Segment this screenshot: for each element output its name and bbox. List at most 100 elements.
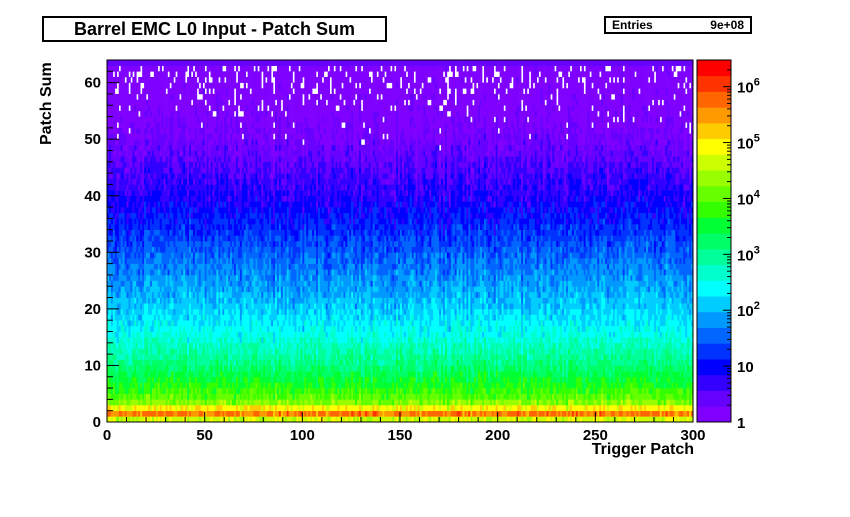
heatmap-cell (171, 410, 174, 417)
heatmap-cell (120, 76, 123, 83)
heatmap-cell (108, 303, 112, 310)
heatmap-cell (159, 60, 162, 66)
heatmap-cell (192, 297, 196, 304)
heatmap-cell (243, 252, 246, 259)
heatmap-cell (132, 184, 135, 191)
heatmap-cell (232, 342, 235, 349)
heatmap-cell (212, 82, 215, 89)
heatmap-cell (235, 144, 239, 151)
heatmap-cell (257, 241, 260, 247)
heatmap-cell (245, 156, 248, 163)
heatmap-cell (212, 218, 215, 225)
heatmap-cell (149, 93, 153, 100)
heatmap-cell (175, 303, 178, 310)
heatmap-cell (196, 263, 200, 270)
heatmap-cell (216, 325, 219, 332)
heatmap-cell (243, 314, 246, 321)
heatmap-cell (112, 241, 116, 247)
heatmap-cell (198, 410, 202, 417)
heatmap-cell (235, 337, 239, 344)
heatmap-cell (155, 161, 159, 168)
heatmap-cell (130, 82, 133, 89)
heatmap-cell (140, 388, 143, 395)
heatmap-cell (206, 201, 209, 208)
heatmap-cell (200, 382, 204, 389)
heatmap-cell (110, 416, 114, 423)
heatmap-cell (218, 314, 221, 321)
heatmap-cell (257, 218, 260, 225)
heatmap-cell (257, 93, 260, 100)
heatmap-cell (208, 212, 211, 219)
heatmap-cell (179, 173, 182, 180)
heatmap-cell (198, 291, 202, 298)
heatmap-cell (222, 167, 225, 174)
heatmap-cell (177, 325, 180, 332)
heatmap-cell (218, 212, 221, 219)
heatmap-cell (132, 388, 135, 395)
heatmap-cell (142, 184, 145, 191)
heatmap-cell (218, 371, 221, 378)
heatmap-cell (124, 201, 127, 208)
heatmap-cell (198, 405, 202, 411)
heatmap-cell (149, 178, 153, 185)
heatmap-cell (173, 156, 176, 163)
heatmap-cell (181, 314, 184, 321)
heatmap-cell (163, 241, 166, 247)
heatmap-cell (202, 150, 205, 157)
heatmap-cell (214, 405, 217, 411)
heatmap-cell (114, 229, 118, 236)
heatmap-cell (261, 241, 264, 247)
heatmap-cell (142, 331, 145, 338)
heatmap-cell (136, 150, 139, 157)
heatmap-cell (187, 257, 190, 264)
heatmap-cell (108, 308, 112, 315)
heatmap-cell (233, 167, 237, 174)
heatmap-cell (241, 303, 245, 310)
heatmap-cell (235, 235, 239, 242)
heatmap-cell (228, 241, 231, 247)
heatmap-cell (253, 354, 256, 361)
heatmap-cell (247, 229, 250, 236)
heatmap-cell (136, 167, 139, 174)
heatmap-cell (149, 144, 153, 151)
heatmap-cell (228, 263, 231, 270)
heatmap-cell (108, 348, 112, 355)
heatmap-cell (183, 320, 186, 327)
heatmap-cell (157, 354, 161, 361)
heatmap-cell (110, 99, 114, 106)
heatmap-cell (107, 331, 110, 338)
heatmap-cell (247, 331, 250, 338)
heatmap-cell (245, 303, 248, 310)
heatmap-cell (241, 359, 245, 366)
heatmap-cell (257, 127, 260, 134)
heatmap-cell (136, 144, 139, 151)
heatmap-cell (153, 144, 157, 151)
heatmap-cell (259, 382, 262, 389)
heatmap-cell (206, 297, 209, 304)
heatmap-cell (206, 280, 209, 287)
heatmap-cell (233, 190, 237, 197)
heatmap-cell (122, 93, 125, 100)
heatmap-cell (194, 105, 198, 112)
heatmap-cell (202, 354, 205, 361)
heatmap-cell (142, 161, 145, 168)
heatmap-cell (165, 291, 168, 298)
heatmap-cell (230, 144, 233, 151)
heatmap-cell (214, 291, 217, 298)
heatmap-cell (255, 190, 258, 197)
heatmap-cell (251, 342, 254, 349)
heatmap-cell (140, 161, 143, 168)
heatmap-cell (171, 156, 174, 163)
heatmap-cell (179, 150, 182, 157)
heatmap-cell (212, 139, 215, 146)
heatmap-cell (108, 269, 112, 276)
heatmap-cell (130, 224, 133, 230)
heatmap-cell (126, 212, 129, 219)
heatmap-cell (233, 122, 237, 129)
heatmap-cell (148, 291, 151, 298)
heatmap-cell (138, 150, 141, 157)
heatmap-cell (210, 235, 213, 242)
heatmap-cell (185, 218, 188, 225)
heatmap-cell (163, 190, 166, 197)
heatmap-cell (126, 110, 129, 117)
